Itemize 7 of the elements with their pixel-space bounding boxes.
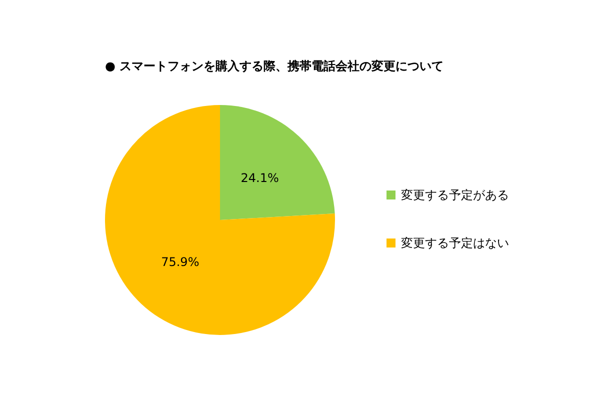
data-label: 24.1%	[240, 170, 279, 185]
chart-title: ● スマートフォンを購入する際、携帯電話会社の変更について	[105, 59, 444, 73]
pie-slice	[105, 105, 335, 335]
legend-label: 変更する予定はない	[401, 236, 509, 250]
pie-slice	[220, 105, 335, 220]
legend-label: 変更する予定がある	[401, 188, 509, 202]
data-label: 75.9%	[161, 255, 200, 270]
